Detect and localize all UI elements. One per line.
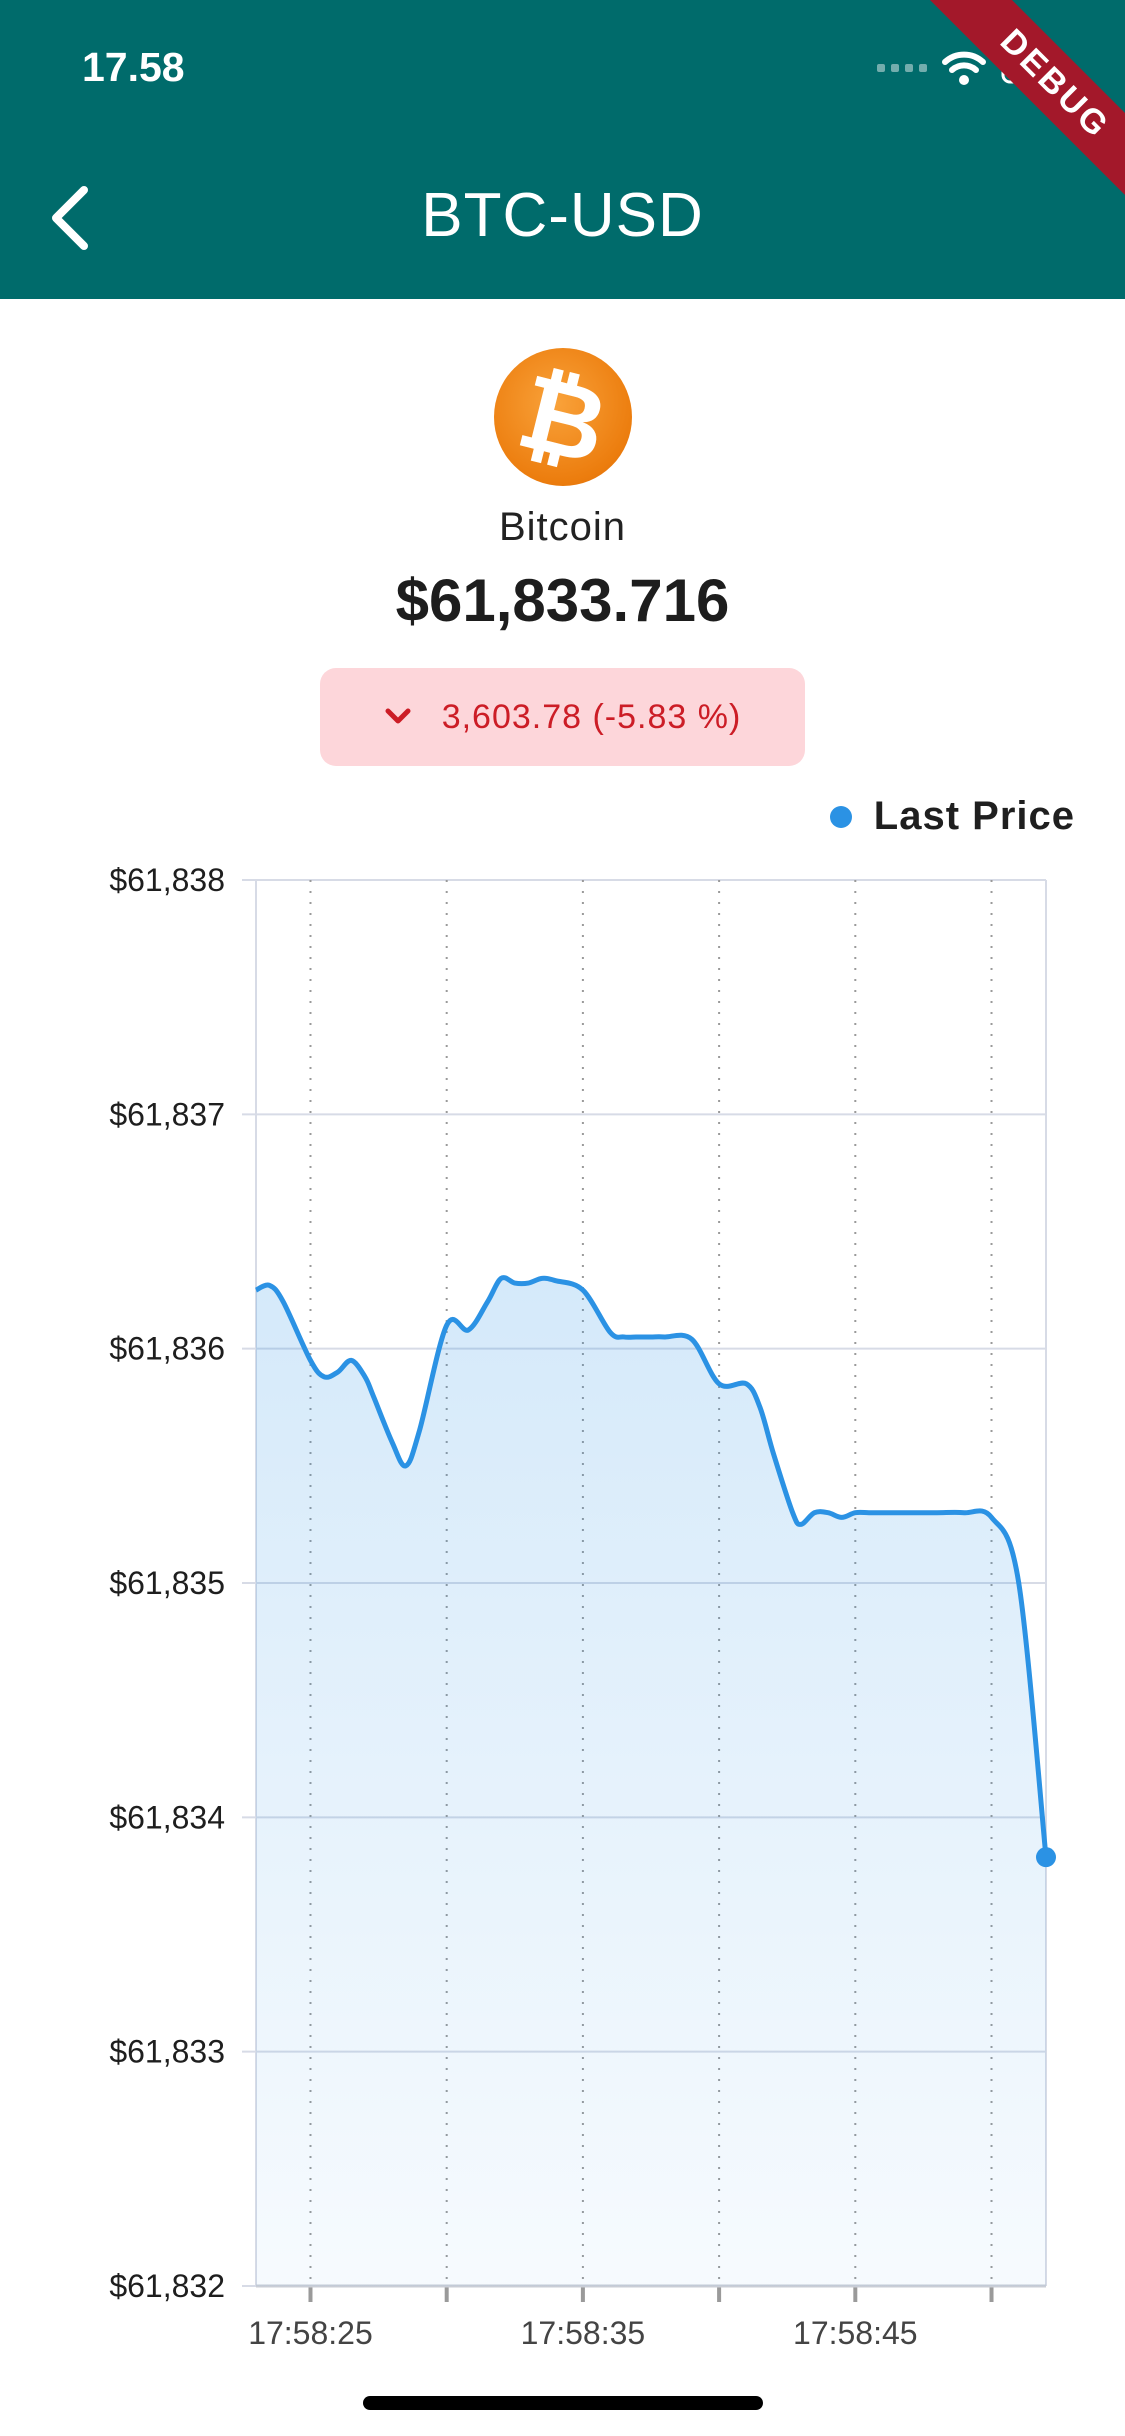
bitcoin-icon: ₿ [494, 348, 632, 488]
status-time: 17.58 [82, 44, 185, 90]
y-tick-label: $61,837 [109, 1096, 225, 1132]
x-tick-label: 17:58:45 [793, 2315, 918, 2350]
last-point-marker [1036, 1847, 1056, 1868]
price-chart: $61,838 $61,837 $61,836 $61,835 $61,834 $61,8… [109, 862, 1056, 2350]
y-tick-label: $61,833 [109, 2034, 225, 2070]
debug-banner: DEBUG [928, 0, 1125, 211]
app-bar: 17.58 BTC-USD DEBUG [0, 0, 1125, 299]
coin-price: $61,833.716 [395, 567, 730, 634]
chevron-down-icon [385, 708, 411, 724]
back-arrow-icon[interactable] [44, 178, 100, 258]
x-tick-label: 17:58:25 [248, 2315, 373, 2350]
series-line [254, 1275, 1049, 1858]
home-indicator[interactable] [363, 2396, 763, 2410]
coin-name: Bitcoin [498, 505, 627, 549]
page-title: BTC-USD [421, 181, 704, 250]
y-tick-label: $61,838 [109, 862, 225, 898]
price-change-badge: 3,603.78 (-5.83 %) [320, 668, 805, 766]
y-tick-label: $61,834 [109, 1799, 225, 1835]
price-change-text: 3,603.78 (-5.83 %) [441, 697, 742, 736]
y-tick-label: $61,835 [109, 1565, 225, 1601]
legend-label: Last Price [873, 794, 1075, 838]
y-tick-label: $61,832 [109, 2268, 225, 2304]
y-tick-label: $61,836 [109, 1331, 225, 1367]
chart-legend: Last Price [829, 794, 1075, 839]
x-tick-label: 17:58:35 [521, 2315, 646, 2350]
cellular-signal-icon [877, 64, 927, 72]
series-area [256, 1277, 1046, 2286]
wifi-icon [942, 51, 986, 85]
legend-marker [829, 805, 852, 828]
